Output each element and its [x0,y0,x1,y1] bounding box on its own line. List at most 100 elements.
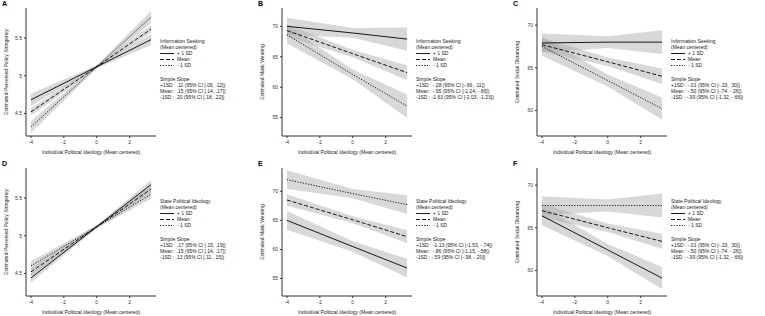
svg-text:2: 2 [384,299,387,305]
html-text:D: D [2,160,8,167]
svg-text:Estimated Perceived Policy Str: Estimated Perceived Policy Stringency [8,29,9,115]
html-text:Simple Slope: Simple Slope [671,76,701,82]
html-text:Mean : -.95 (95% CI [-1.24, -.: Mean : -.95 (95% CI [-1.24, -.66]) [416,88,490,94]
html-text:State Political Ideology: State Political Ideology [416,198,467,204]
html-text:Mean: Mean [433,56,446,62]
html-text:(Mean centered): (Mean centered) [160,204,197,210]
html-text:- 1 SD: - 1 SD [177,222,192,228]
svg-text:0: 0 [606,139,609,145]
svg-text:0: 0 [351,299,354,305]
svg-text:-2: -2 [318,139,323,145]
svg-text:65: 65 [272,54,278,60]
html-text:+ 1 SD: + 1 SD [433,210,449,216]
svg-text:60: 60 [527,107,533,113]
svg-text:65: 65 [527,65,533,71]
svg-text:0: 0 [95,299,98,305]
svg-text:Estimated Social Distancing: Estimated Social Distancing [514,41,520,103]
html-text:+ 1 SD: + 1 SD [177,210,193,216]
html-text:+1SD : .11 (95% CI [.09, .12]): +1SD : .11 (95% CI [.09, .12]) [160,82,226,88]
html-text:-1SD : -1.63 (95% CI [-2.03, -: -1SD : -1.63 (95% CI [-2.03, -1.23]) [416,94,494,100]
svg-text:4.5: 4.5 [15,270,22,276]
html-text:(Mean centered): (Mean centered) [671,44,708,50]
svg-text:-4: -4 [29,139,34,145]
svg-text:0: 0 [606,299,609,305]
svg-text:5.5: 5.5 [15,195,22,201]
html-text:Information Seeking: Information Seeking [160,38,205,44]
svg-text:-4: -4 [285,139,290,145]
svg-text:2: 2 [384,139,387,145]
svg-text:Estimated Perceived Policy Str: Estimated Perceived Policy Stringency [8,189,9,275]
svg-text:65: 65 [527,225,533,231]
svg-text:-2: -2 [318,299,323,305]
html-text:A: A [2,0,8,7]
svg-text:5: 5 [19,233,22,239]
svg-text:55: 55 [272,114,278,120]
svg-text:-4: -4 [540,139,545,145]
svg-text:2: 2 [639,139,642,145]
svg-text:0: 0 [351,139,354,145]
html-text:Mean : .15 (95% CI [.14, .17]): Mean : .15 (95% CI [.14, .17]) [160,248,226,254]
svg-text:60: 60 [272,246,278,252]
svg-text:55: 55 [272,275,278,281]
svg-text:-2: -2 [573,139,578,145]
svg-text:Individual Political Ideology: Individual Political Ideology (Mean cent… [553,309,651,315]
html-text:+1SD : -.01 (95% CI [-.33, .30: +1SD : -.01 (95% CI [-.33, .30]) [671,82,741,88]
html-text:- 1 SD: - 1 SD [177,62,192,68]
html-text:Simple Slope: Simple Slope [160,236,190,242]
html-text:Mean : .15 (95% CI [.14, .17]): Mean : .15 (95% CI [.14, .17]) [160,88,226,94]
svg-text:Individual Political Ideology: Individual Political Ideology (Mean cent… [298,149,396,155]
html-text:+ 1 SD: + 1 SD [433,50,449,56]
html-text:Simple Slope: Simple Slope [160,76,190,82]
svg-text:-2: -2 [62,139,67,145]
svg-text:70: 70 [272,23,278,29]
svg-text:2: 2 [128,139,131,145]
svg-text:Estimated Mask Wearing: Estimated Mask Wearing [259,204,265,260]
html-text:Mean: Mean [433,216,446,222]
html-text:State Political Ideology: State Political Ideology [160,198,211,204]
svg-text:-2: -2 [573,299,578,305]
html-text:Mean : -.50 (95% CI [-.74, -.2: Mean : -.50 (95% CI [-.74, -.26]) [671,88,742,94]
html-text:Information Seeking: Information Seeking [671,38,716,44]
svg-text:60: 60 [527,267,533,273]
html-text:+ 1 SD: + 1 SD [688,50,704,56]
html-text:Simple Slope: Simple Slope [416,76,446,82]
html-text:+1SD : .17 (95% CI [.15, .19]): +1SD : .17 (95% CI [.15, .19]) [160,242,226,248]
svg-text:Individual Political Ideology: Individual Political Ideology (Mean cent… [553,149,651,155]
html-text:- 1 SD: - 1 SD [433,62,448,68]
html-text:(Mean centered): (Mean centered) [416,44,453,50]
svg-text:5.5: 5.5 [15,35,22,41]
html-text:C: C [513,0,519,7]
html-text:Mean: Mean [177,56,190,62]
html-text:(Mean centered): (Mean centered) [160,44,197,50]
html-text:Information Seeking: Information Seeking [416,38,461,44]
svg-text:-2: -2 [62,299,67,305]
svg-text:2: 2 [639,299,642,305]
svg-text:5: 5 [19,73,22,79]
svg-text:0: 0 [95,139,98,145]
svg-text:-4: -4 [285,299,290,305]
html-text:-1SD : .13 (95% CI [.11, .15]): -1SD : .13 (95% CI [.11, .15]) [160,254,225,260]
html-text:+ 1 SD: + 1 SD [177,50,193,56]
svg-text:4.5: 4.5 [15,110,22,116]
html-text:- 1 SD: - 1 SD [688,62,703,68]
svg-text:Estimated Mask Wearing: Estimated Mask Wearing [259,44,265,100]
svg-text:2: 2 [128,299,131,305]
svg-text:Individual Political Ideology: Individual Political Ideology (Mean cent… [42,309,140,315]
svg-text:-4: -4 [540,299,545,305]
html-text:Mean: Mean [177,216,190,222]
svg-text:65: 65 [272,217,278,223]
html-text:(Mean centered): (Mean centered) [416,204,453,210]
svg-text:60: 60 [272,84,278,90]
svg-text:70: 70 [527,22,533,28]
svg-text:70: 70 [272,188,278,194]
svg-text:-4: -4 [29,299,34,305]
svg-text:Individual Political Ideology: Individual Political Ideology (Mean cent… [42,149,140,155]
html-text:-1SD : .20 (95% CI [.18, .22]): -1SD : .20 (95% CI [.18, .22]) [160,94,225,100]
html-text:+1SD : -.28 (95% CI [-.66, .11: +1SD : -.28 (95% CI [-.66, .11]) [416,82,485,88]
svg-text:Individual Political Ideology: Individual Political Ideology (Mean cent… [298,309,396,315]
svg-text:Estimated Social Distancing: Estimated Social Distancing [514,201,520,263]
html-text:-1SD : -.99 (95% CI [-1.32, -.: -1SD : -.99 (95% CI [-1.32, -.66]) [671,94,744,100]
svg-text:70: 70 [527,182,533,188]
html-text:B: B [258,0,264,7]
html-text:Mean: Mean [688,56,701,62]
